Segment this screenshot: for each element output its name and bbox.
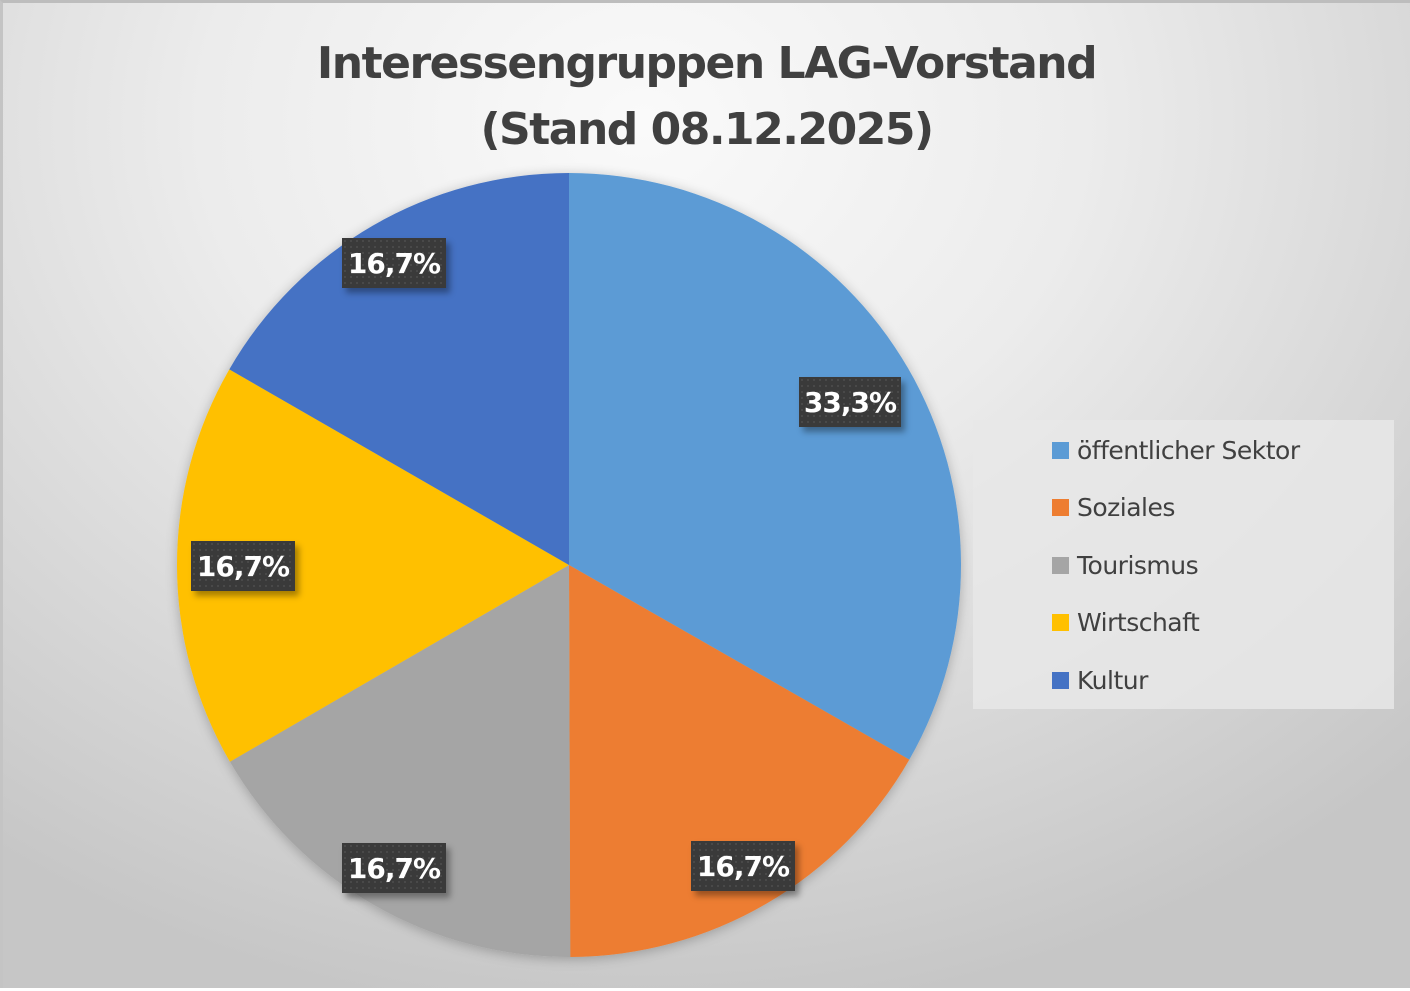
legend-label: Kultur <box>1077 665 1148 695</box>
pie-slice-kultur <box>229 173 570 565</box>
pie-slice-tourismus <box>229 565 571 957</box>
legend-item-tourismus: Tourismus <box>1052 550 1199 580</box>
legend-label: Wirtschaft <box>1077 607 1200 637</box>
legend-swatch-icon <box>1052 613 1069 631</box>
pie-slice--ffentlicher-sektor <box>569 173 961 760</box>
pie-chart <box>176 173 961 957</box>
data-label-kultur: 16,7% <box>342 238 446 288</box>
data-label-oeffentlicher-sektor: 33,3% <box>799 377 901 427</box>
legend-label: Tourismus <box>1077 550 1199 580</box>
legend-label: öffentlicher Sektor <box>1077 435 1300 465</box>
legend-item-kultur: Kultur <box>1052 665 1148 695</box>
legend-item-wirtschaft: Wirtschaft <box>1052 607 1200 637</box>
data-label-tourismus: 16,7% <box>342 843 446 893</box>
data-label-soziales: 16,7% <box>691 841 795 891</box>
legend-swatch-icon <box>1052 498 1069 516</box>
chart-title-line1: Interessengruppen LAG-Vorstand <box>316 38 1098 89</box>
chart-title: Interessengruppen LAG-Vorstand (Stand 08… <box>3 31 1410 163</box>
data-label-wirtschaft: 16,7% <box>191 541 295 591</box>
chart-title-line2: (Stand 08.12.2025) <box>480 104 934 155</box>
legend-swatch-icon <box>1052 441 1069 459</box>
legend-swatch-icon <box>1052 671 1069 689</box>
legend-item-soziales: Soziales <box>1052 492 1175 522</box>
legend-swatch-icon <box>1052 556 1069 574</box>
legend: öffentlicher Sektor Soziales Tourismus W… <box>973 420 1394 709</box>
pie-slice-wirtschaft <box>176 369 570 762</box>
legend-label: Soziales <box>1077 492 1175 522</box>
legend-item-oeffentlicher-sektor: öffentlicher Sektor <box>1052 435 1300 465</box>
pie-slice-soziales <box>569 565 910 957</box>
